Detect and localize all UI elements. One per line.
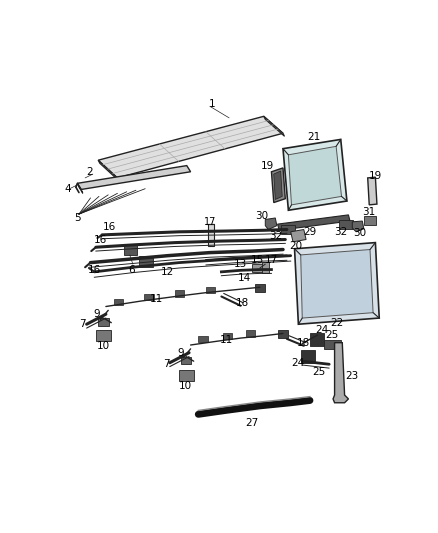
Text: 1: 1 xyxy=(209,99,215,109)
Bar xyxy=(206,287,215,294)
Text: 25: 25 xyxy=(325,330,338,340)
Text: 20: 20 xyxy=(290,241,303,252)
Text: 15: 15 xyxy=(251,255,264,265)
Polygon shape xyxy=(98,116,283,178)
Text: 16: 16 xyxy=(103,222,117,232)
Text: 17: 17 xyxy=(205,217,217,227)
Polygon shape xyxy=(98,160,119,181)
Text: 31: 31 xyxy=(362,207,375,217)
Bar xyxy=(223,333,232,339)
Text: 14: 14 xyxy=(238,273,251,283)
Text: 25: 25 xyxy=(313,367,326,377)
Polygon shape xyxy=(278,215,350,230)
Text: 19: 19 xyxy=(369,171,382,181)
Text: 11: 11 xyxy=(149,294,162,304)
Bar xyxy=(262,262,269,273)
Text: 18: 18 xyxy=(236,297,249,308)
Polygon shape xyxy=(78,183,83,193)
Polygon shape xyxy=(274,171,282,199)
Text: 24: 24 xyxy=(291,358,304,368)
Polygon shape xyxy=(301,249,373,318)
Bar xyxy=(124,244,138,255)
Text: 32: 32 xyxy=(268,231,282,241)
Bar xyxy=(113,299,123,305)
Text: 18: 18 xyxy=(297,338,311,348)
Bar xyxy=(324,340,341,349)
Bar xyxy=(139,256,153,267)
Polygon shape xyxy=(283,140,347,210)
Text: 10: 10 xyxy=(179,381,192,391)
Bar xyxy=(208,224,214,246)
Text: 4: 4 xyxy=(64,184,71,193)
Text: 5: 5 xyxy=(74,213,81,223)
Bar xyxy=(278,330,288,338)
Bar xyxy=(246,330,255,336)
Polygon shape xyxy=(288,147,342,205)
Text: 2: 2 xyxy=(86,167,93,177)
Text: 30: 30 xyxy=(353,228,367,238)
Polygon shape xyxy=(272,168,285,203)
Bar xyxy=(175,290,184,296)
Bar xyxy=(179,370,194,381)
Text: 6: 6 xyxy=(128,265,134,276)
Bar xyxy=(145,294,154,301)
Text: 11: 11 xyxy=(220,335,233,345)
Text: 16: 16 xyxy=(94,235,107,245)
Text: 12: 12 xyxy=(161,267,174,277)
Bar xyxy=(98,318,109,326)
Bar xyxy=(339,220,353,229)
Polygon shape xyxy=(367,177,377,205)
Text: 16: 16 xyxy=(88,265,101,276)
Text: 9: 9 xyxy=(93,309,100,319)
Text: 21: 21 xyxy=(307,132,321,142)
Text: 19: 19 xyxy=(261,160,274,171)
Text: 32: 32 xyxy=(334,227,347,237)
Bar xyxy=(254,284,265,292)
Text: 24: 24 xyxy=(315,325,328,335)
Text: 30: 30 xyxy=(255,212,268,221)
Bar xyxy=(180,357,191,364)
Text: 22: 22 xyxy=(330,318,343,328)
Bar xyxy=(252,264,263,272)
Polygon shape xyxy=(333,343,349,403)
Polygon shape xyxy=(78,166,191,189)
Text: 10: 10 xyxy=(97,341,110,351)
Bar xyxy=(301,350,314,363)
Text: 23: 23 xyxy=(346,371,359,381)
Polygon shape xyxy=(265,218,277,230)
Text: 17: 17 xyxy=(265,255,278,264)
Text: 13: 13 xyxy=(234,259,247,269)
Bar xyxy=(310,334,324,346)
Text: 7: 7 xyxy=(162,359,169,369)
Text: 27: 27 xyxy=(246,418,259,428)
Polygon shape xyxy=(291,230,306,242)
Bar xyxy=(281,225,294,234)
Text: 29: 29 xyxy=(304,227,317,237)
Text: 9: 9 xyxy=(177,348,184,358)
Text: 7: 7 xyxy=(79,319,86,329)
Bar xyxy=(198,336,208,342)
Polygon shape xyxy=(352,221,364,232)
Bar xyxy=(96,330,111,341)
Polygon shape xyxy=(264,116,285,136)
Bar xyxy=(364,216,376,225)
Polygon shape xyxy=(294,243,379,324)
